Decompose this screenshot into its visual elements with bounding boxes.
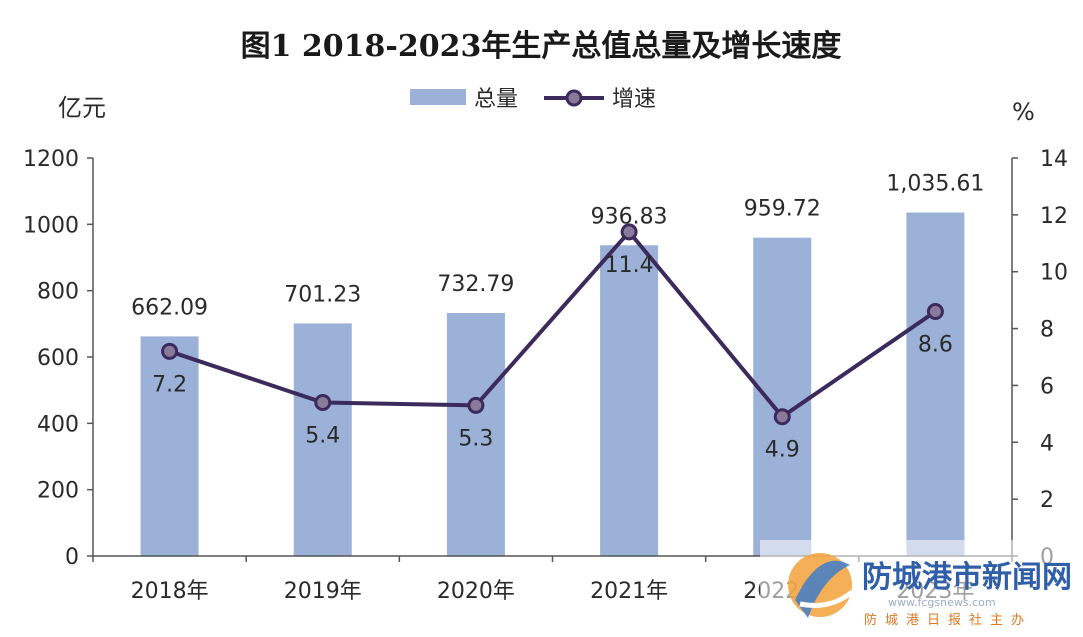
bar-value-label: 1,035.61 (886, 172, 984, 197)
x-category-label: 2019年 (284, 579, 362, 604)
watermark-url: www.fcgsnews.com (888, 596, 996, 609)
right-tick-label: 10 (1040, 261, 1068, 286)
right-tick-label: 6 (1040, 374, 1054, 399)
left-axis-ticks: 0 200 400 600 800 1000 1200 (23, 147, 93, 570)
growth-value-label: 7.2 (152, 372, 187, 397)
right-tick-label: 14 (1040, 147, 1068, 172)
bar (446, 312, 505, 556)
left-tick-label: 1200 (23, 147, 79, 172)
left-tick-label: 800 (37, 280, 79, 305)
growth-point (161, 342, 179, 360)
bar-value-label: 959.72 (744, 197, 821, 222)
growth-point (314, 393, 332, 411)
bar-value-label: 732.79 (437, 272, 514, 297)
growth-point (620, 223, 638, 241)
left-tick-label: 600 (37, 346, 79, 371)
chart-title: 图1 2018-2023年生产总值总量及增长速度 (241, 29, 842, 64)
growth-point (926, 303, 944, 321)
line-series: 7.2 5.4 5.3 11.4 4.9 8.6 (152, 223, 953, 463)
left-tick-label: 0 (65, 545, 79, 570)
growth-point (467, 396, 485, 414)
watermark-subtitle: 防城港日报社主办 (864, 612, 1032, 628)
growth-line (168, 229, 937, 419)
growth-value-label: 11.4 (605, 253, 654, 278)
left-tick-label: 200 (37, 479, 79, 504)
legend-line-marker (565, 89, 583, 107)
watermark-title: 防城港市新闻网 (862, 560, 1072, 595)
x-category-label: 2018年 (131, 579, 209, 604)
legend-bar-label: 总量 (474, 87, 518, 112)
right-axis-unit: % (1012, 98, 1035, 126)
right-tick-label: 8 (1040, 318, 1054, 343)
right-tick-label: 4 (1040, 431, 1054, 456)
legend-bar-swatch (410, 89, 466, 105)
growth-value-label: 8.6 (918, 333, 953, 358)
growth-value-label: 5.3 (458, 426, 493, 451)
growth-value-label: 5.4 (305, 423, 340, 448)
growth-value-label: 4.9 (765, 438, 800, 463)
legend-line-label: 增速 (612, 87, 656, 112)
bar (600, 245, 659, 556)
watermark-logo-icon (788, 553, 854, 618)
bar (753, 237, 812, 556)
growth-point (773, 408, 791, 426)
bar (906, 212, 965, 556)
bar-value-label: 701.23 (284, 282, 361, 307)
bar-value-label: 662.09 (131, 295, 208, 320)
x-category-label: 2020年 (437, 579, 515, 604)
bar (293, 323, 352, 556)
x-category-label: 2021年 (590, 579, 668, 604)
left-tick-label: 400 (37, 412, 79, 437)
left-axis-unit: 亿元 (58, 94, 106, 122)
left-tick-label: 1000 (23, 213, 79, 238)
right-tick-label: 12 (1040, 204, 1068, 229)
legend: 总量 增速 (410, 87, 656, 112)
bar (140, 336, 199, 556)
watermark: 防城港市新闻网 防城港日报社主办 www.fcgsnews.com (760, 540, 1083, 637)
right-tick-label: 2 (1040, 488, 1054, 513)
